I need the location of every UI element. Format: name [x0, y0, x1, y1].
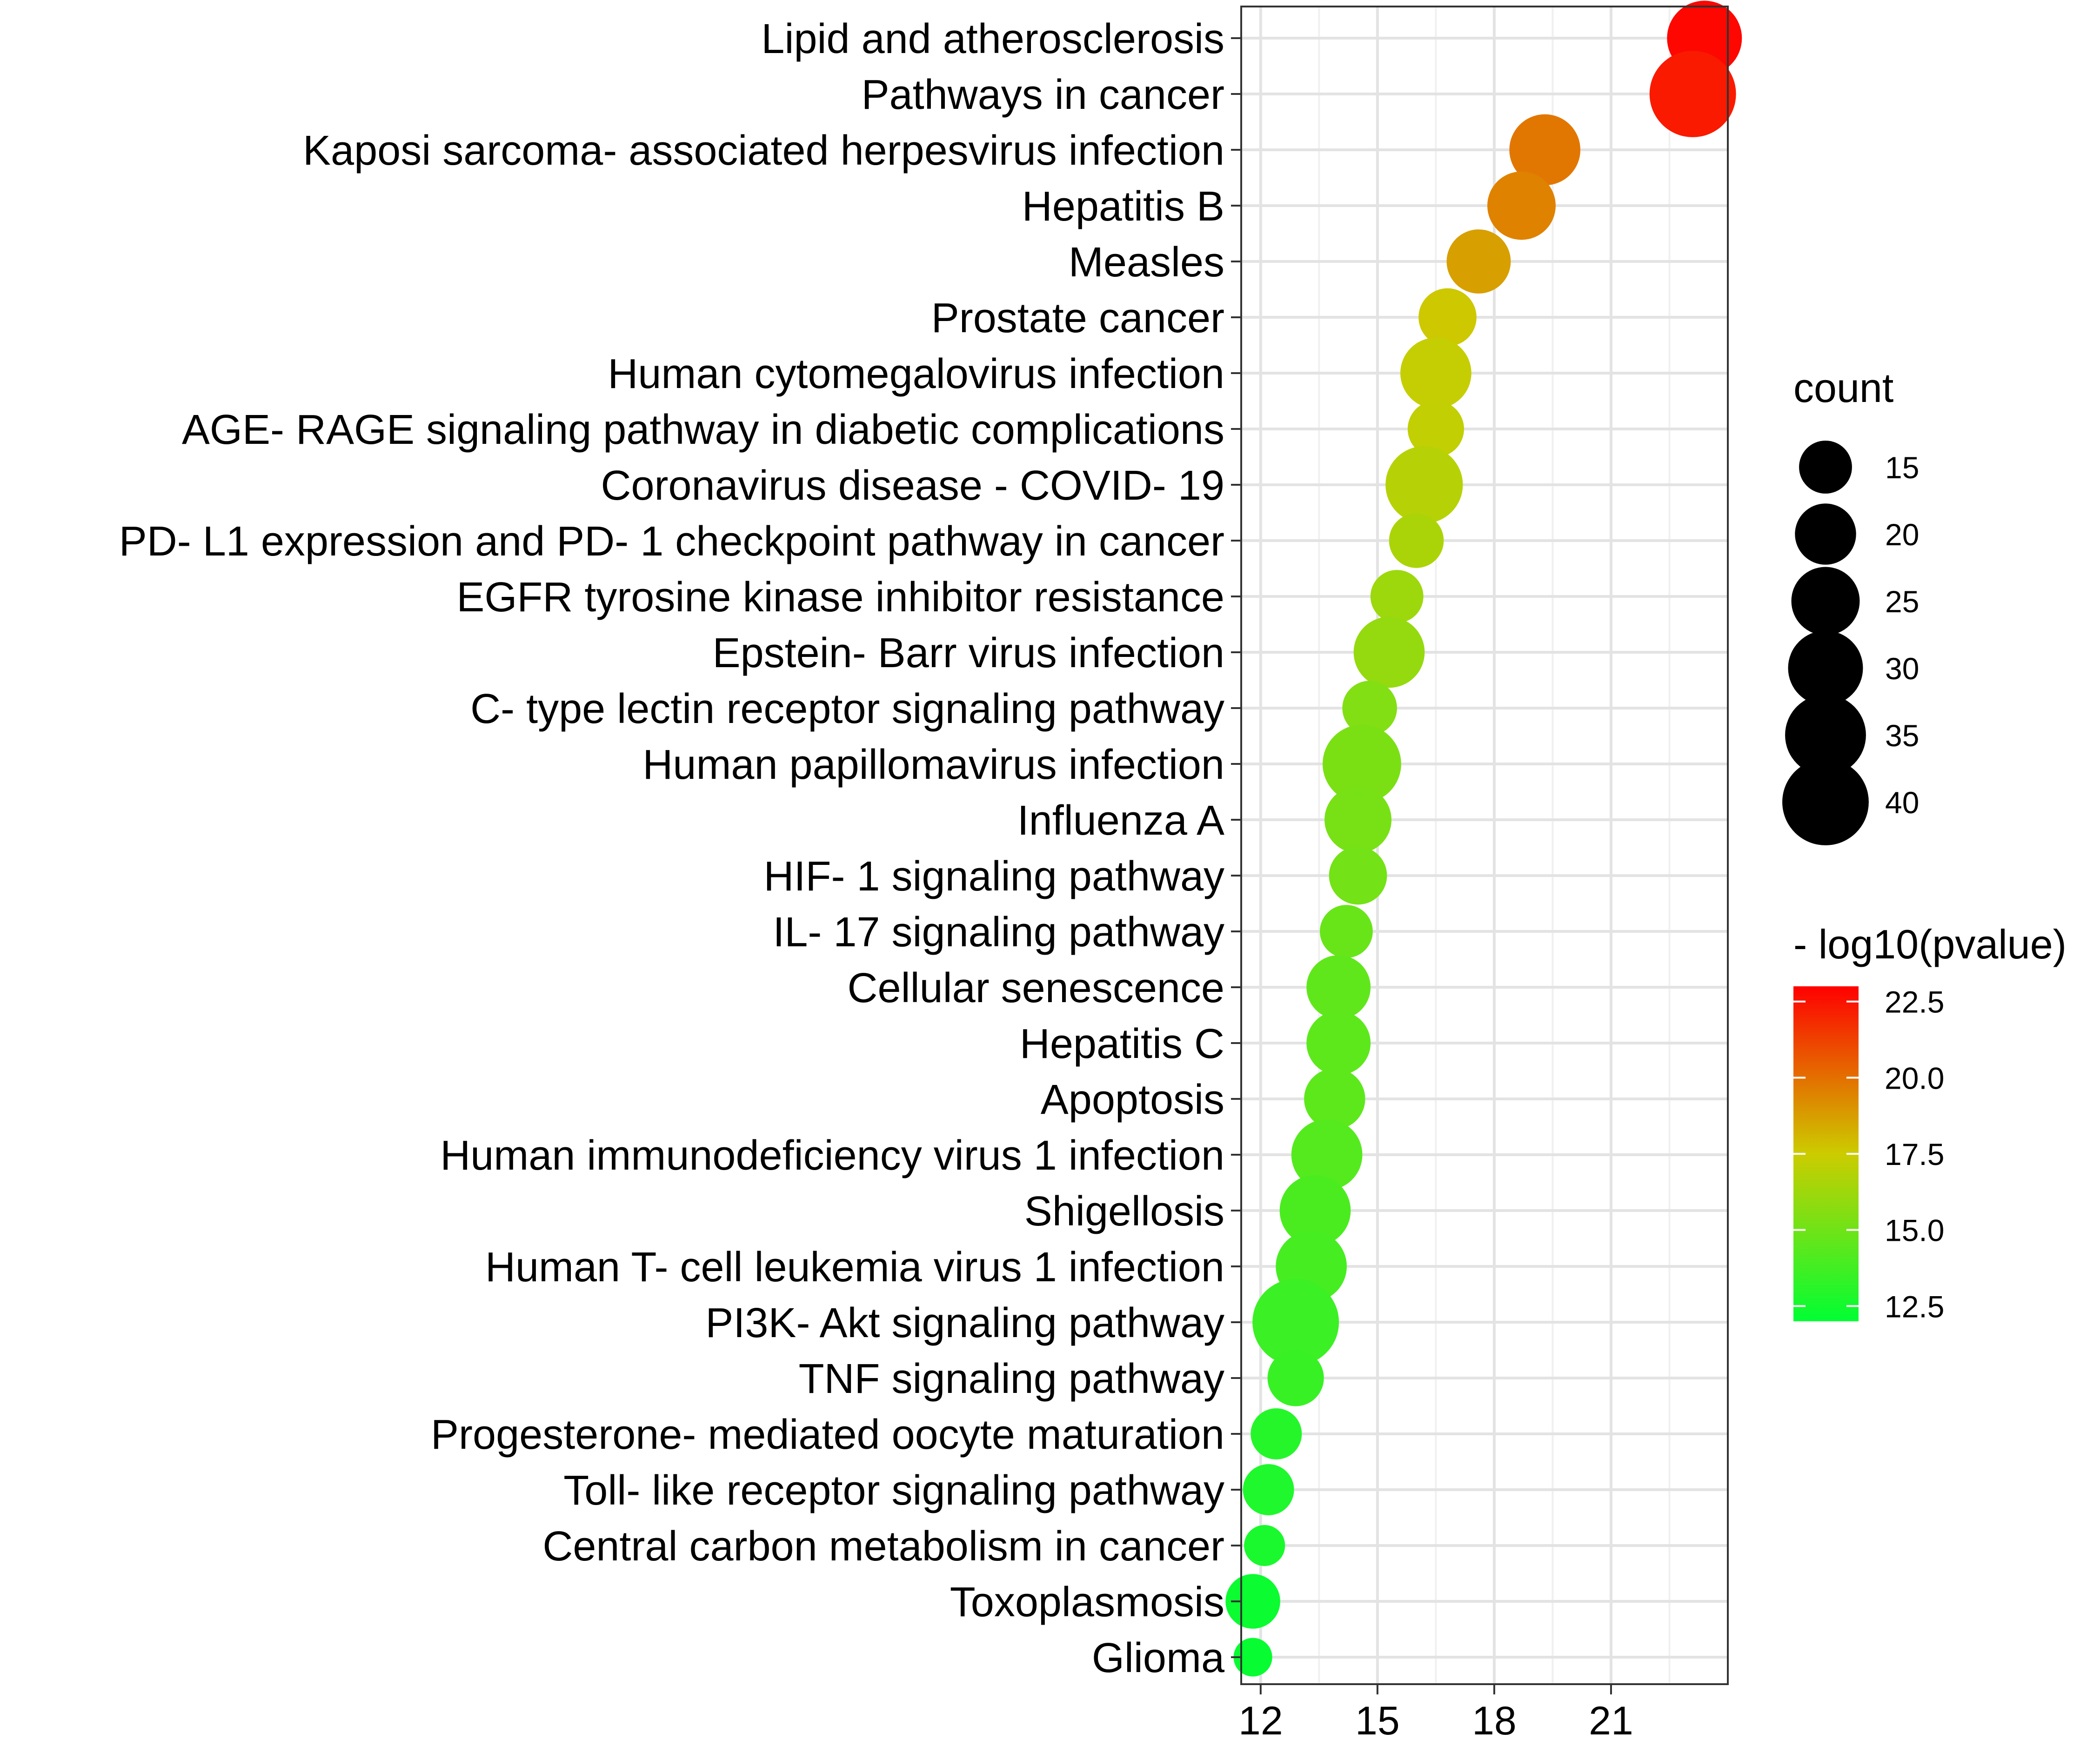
data-point: [1370, 570, 1424, 623]
data-point: [1267, 1350, 1324, 1406]
data-point: [1329, 846, 1387, 905]
category-label: PI3K- Akt signaling pathway: [705, 1300, 1224, 1346]
data-point: [1243, 1464, 1294, 1515]
category-label: Human cytomegalovirus infection: [608, 351, 1224, 397]
size-legend-title: count: [1793, 365, 1893, 411]
size-legend-key: [1791, 567, 1860, 636]
data-point: [1418, 288, 1477, 347]
major-gridlines: [1241, 7, 1728, 1684]
category-label: Measles: [1069, 239, 1224, 286]
category-label: Central carbon metabolism in cancer: [542, 1523, 1224, 1570]
data-point: [1279, 1175, 1351, 1246]
color-legend-title: - log10(pvalue): [1793, 921, 2067, 967]
size-legend-label: 15: [1885, 450, 1919, 485]
data-point: [1304, 1068, 1365, 1130]
category-label: EGFR tyrosine kinase inhibitor resistanc…: [456, 574, 1224, 621]
y-axis: Lipid and atherosclerosis Pathways in can…: [119, 16, 1241, 1681]
category-label: Prostate cancer: [931, 295, 1224, 341]
data-points: [1225, 0, 1742, 1677]
size-legend-key: [1788, 630, 1863, 706]
data-point: [1244, 1525, 1285, 1566]
category-label: Kaposi sarcoma- associated herpesvirus i…: [303, 127, 1224, 174]
data-point: [1353, 616, 1425, 688]
size-legend-key: [1782, 759, 1869, 845]
data-point: [1509, 114, 1581, 186]
size-legend-label: 30: [1885, 651, 1919, 686]
data-point: [1322, 724, 1401, 803]
category-label: Influenza A: [1017, 797, 1224, 844]
size-legend-items: 15 20 25 30 35 40: [1782, 441, 1919, 845]
x-tick-label: 12: [1238, 1699, 1283, 1740]
category-label: PD- L1 expression and PD- 1 checkpoint p…: [119, 518, 1224, 565]
category-label: Cellular senescence: [848, 965, 1224, 1011]
data-point: [1400, 337, 1471, 409]
data-point: [1252, 1279, 1339, 1365]
category-label: Toll- like receptor signaling pathway: [563, 1467, 1224, 1514]
category-label: Progesterone- mediated oocyte maturation: [431, 1412, 1224, 1458]
category-label: Glioma: [1092, 1635, 1225, 1681]
data-point: [1324, 786, 1392, 853]
x-axis: 12 15 18 21: [1238, 1684, 1633, 1740]
size-legend-label: 20: [1885, 517, 1919, 552]
category-label: HIF- 1 signaling pathway: [764, 853, 1224, 900]
x-tick-label: 15: [1355, 1699, 1400, 1740]
category-label: Human immunodeficiency virus 1 infection: [440, 1132, 1224, 1179]
category-label: Apoptosis: [1041, 1077, 1224, 1123]
category-label: Human papillomavirus infection: [642, 742, 1224, 788]
color-legend-label: 22.5: [1885, 985, 1944, 1019]
size-legend-label: 40: [1885, 785, 1919, 820]
category-label: Pathways in cancer: [862, 72, 1224, 118]
size-legend-key: [1795, 503, 1856, 565]
data-point: [1233, 1638, 1272, 1677]
data-point: [1320, 905, 1373, 958]
plot-border: [1240, 6, 1729, 1685]
category-label: C- type lectin receptor signaling pathwa…: [470, 686, 1224, 732]
color-legend-label: 12.5: [1885, 1289, 1944, 1324]
x-tick-label: 18: [1472, 1699, 1517, 1740]
color-legend-label: 17.5: [1885, 1137, 1944, 1171]
x-tick-label: 21: [1589, 1699, 1633, 1740]
category-label: Human T- cell leukemia virus 1 infection: [485, 1244, 1224, 1291]
color-legend-ticks: 12.5 15.0 17.5 20.0 22.5: [1793, 985, 1944, 1324]
data-point: [1225, 1574, 1280, 1629]
data-point: [1306, 955, 1371, 1019]
category-label: Toxoplasmosis: [950, 1579, 1224, 1626]
category-label: Hepatitis C: [1020, 1021, 1224, 1067]
data-point: [1487, 171, 1556, 240]
data-point: [1342, 681, 1397, 736]
color-legend-label: 15.0: [1885, 1213, 1944, 1248]
category-label: Coronavirus disease - COVID- 19: [601, 462, 1224, 509]
minor-gridlines: [1318, 7, 1671, 1684]
category-label: Shigellosis: [1024, 1188, 1224, 1235]
data-point: [1649, 51, 1736, 137]
size-legend-key: [1799, 441, 1852, 494]
color-legend: - log10(pvalue) 12.5 15.0 17.5 20.0 22.5: [1793, 921, 2067, 1324]
category-label: AGE- RAGE signaling pathway in diabetic …: [182, 407, 1224, 453]
category-label: IL- 17 signaling pathway: [773, 909, 1224, 956]
size-legend-label: 25: [1885, 584, 1919, 619]
data-point: [1251, 1408, 1302, 1459]
data-point: [1385, 446, 1463, 524]
category-label: Hepatitis B: [1022, 183, 1224, 230]
size-legend: count 15 20 25 30 35 40: [1782, 365, 1919, 845]
category-label: Lipid and atherosclerosis: [761, 16, 1224, 62]
category-label: Epstein- Barr virus infection: [713, 630, 1224, 676]
color-legend-label: 20.0: [1885, 1061, 1944, 1095]
data-point: [1306, 1011, 1371, 1075]
size-legend-key: [1785, 695, 1866, 776]
data-point: [1389, 513, 1444, 568]
data-point: [1446, 229, 1511, 294]
data-point: [1407, 401, 1464, 457]
data-point: [1291, 1119, 1363, 1191]
category-label: TNF signaling pathway: [799, 1356, 1224, 1402]
size-legend-label: 35: [1885, 718, 1919, 753]
